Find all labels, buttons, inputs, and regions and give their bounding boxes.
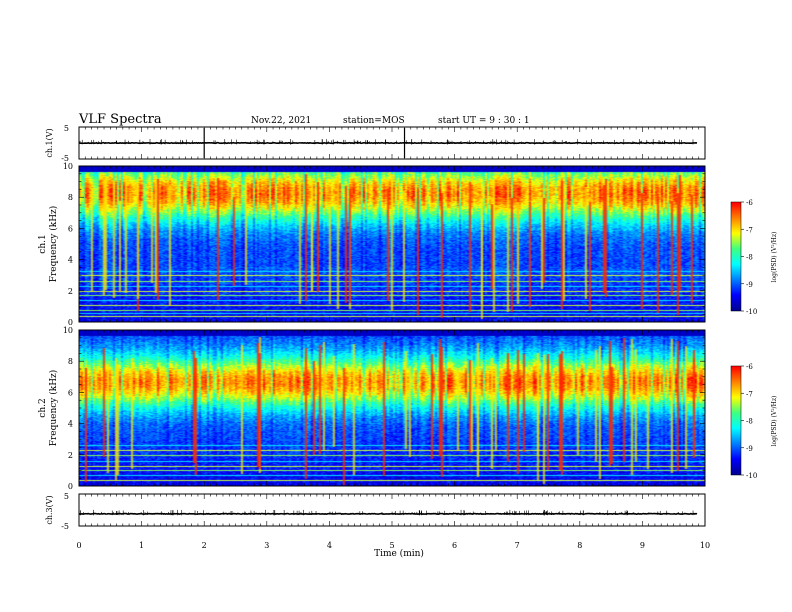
time-axis-label: Time (min) bbox=[374, 548, 424, 559]
station-label: station=MOS bbox=[343, 116, 405, 126]
freq-tick-label: 4 bbox=[68, 420, 73, 429]
time-tick-label: 9 bbox=[640, 541, 645, 550]
ch2-spectrogram-ylabel-frequency: Frequency (kHz) bbox=[48, 370, 59, 447]
ch3-waveform-ytick-top: 5 bbox=[64, 492, 69, 501]
freq-tick-label: 2 bbox=[68, 287, 73, 296]
colorbar-tick-label: -9 bbox=[746, 281, 753, 289]
colorbar-tick-label: -6 bbox=[746, 363, 753, 371]
freq-tick-label: 6 bbox=[68, 224, 73, 233]
colorbar-tick-label: -10 bbox=[746, 472, 757, 480]
time-tick-label: 2 bbox=[202, 541, 207, 550]
ch1-colorbar-label: log(PSD) (V²/Hz) bbox=[771, 232, 778, 283]
colorbar-tick-label: -8 bbox=[746, 418, 753, 426]
freq-tick-label: 10 bbox=[63, 326, 73, 335]
ch2-spectrogram-ylabel-channel: ch.2 bbox=[38, 398, 48, 417]
ch2-spectrogram-image bbox=[79, 330, 705, 486]
time-tick-label: 4 bbox=[327, 541, 332, 550]
colorbar-tick-label: -6 bbox=[746, 199, 753, 207]
ch1-spectrogram-ylabel-channel: ch.1 bbox=[38, 234, 48, 253]
ch2-colorbar-label: log(PSD) (V²/Hz) bbox=[771, 396, 778, 447]
ch3-waveform-ylabel: ch.3(V) bbox=[45, 495, 54, 524]
time-tick-label: 5 bbox=[389, 541, 394, 550]
ch1-waveform-ytick-bottom: -5 bbox=[61, 154, 69, 163]
freq-tick-label: 10 bbox=[63, 162, 73, 171]
time-tick-label: 3 bbox=[264, 541, 269, 550]
ch1-spectrogram-ylabel-frequency: Frequency (kHz) bbox=[48, 206, 59, 283]
ch1-waveform-ytick-top: 5 bbox=[64, 124, 69, 133]
time-tick-label: 7 bbox=[515, 541, 520, 550]
freq-tick-label: 6 bbox=[68, 388, 73, 397]
start-time-label: start UT = 9 : 30 : 1 bbox=[438, 116, 530, 126]
ch3-waveform-panel: 5 -5 ch.3(V) bbox=[45, 492, 706, 531]
waveform-trace bbox=[78, 141, 698, 145]
freq-tick-label: 4 bbox=[68, 256, 73, 265]
colorbar-tick-label: -8 bbox=[746, 254, 753, 262]
colorbar-tick-label: -7 bbox=[746, 390, 753, 398]
ch2-spectrogram-panel: 0 2 4 6 8 10 ch.2 Frequency (kHz) -6 -7 -8 -9 -10… bbox=[38, 326, 778, 491]
ch1-spectrogram-panel: 0 2 4 6 8 10 ch.1 Frequency (kHz) -6 -7 -8 -9 -10… bbox=[38, 162, 778, 327]
waveform-trace bbox=[78, 512, 698, 516]
ch1-waveform-ylabel: ch.1(V) bbox=[45, 128, 54, 157]
ch1-colorbar-gradient bbox=[731, 202, 741, 311]
freq-tick-label: 8 bbox=[68, 193, 73, 202]
colorbar-tick-label: -7 bbox=[746, 226, 753, 234]
ch2-colorbar-gradient bbox=[731, 366, 741, 475]
date-label: Nov.22, 2021 bbox=[251, 116, 311, 126]
colorbar-tick-label: -9 bbox=[746, 445, 753, 453]
ch1-spectrogram-yticks: 0 2 4 6 8 10 bbox=[63, 162, 705, 327]
ch2-colorbar: -6 -7 -8 -9 -10 log(PSD) (V²/Hz) bbox=[730, 363, 778, 480]
ch3-waveform-ytick-bottom: -5 bbox=[61, 522, 69, 531]
ch1-colorbar: -6 -7 -8 -9 -10 log(PSD) (V²/Hz) bbox=[730, 199, 778, 316]
time-tick-label: 8 bbox=[577, 541, 582, 550]
ch1-spectrogram-image bbox=[79, 166, 705, 322]
freq-tick-label: 8 bbox=[68, 357, 73, 366]
time-axis-ticks: 0 1 2 3 4 5 6 7 8 9 10 bbox=[76, 127, 710, 550]
ch1-waveform-panel: 5 -5 ch.1(V) bbox=[45, 124, 706, 163]
time-tick-label: 1 bbox=[139, 541, 144, 550]
figure-title: VLF Spectra bbox=[78, 112, 162, 127]
freq-tick-label: 0 bbox=[68, 482, 73, 491]
freq-tick-label: 0 bbox=[68, 318, 73, 327]
freq-tick-label: 2 bbox=[68, 451, 73, 460]
ch2-spectrogram-yticks: 0 2 4 6 8 10 bbox=[63, 326, 705, 491]
colorbar-tick-label: -10 bbox=[746, 308, 757, 316]
time-tick-label: 0 bbox=[76, 541, 81, 550]
time-tick-label: 6 bbox=[452, 541, 457, 550]
time-tick-label: 10 bbox=[700, 541, 710, 550]
